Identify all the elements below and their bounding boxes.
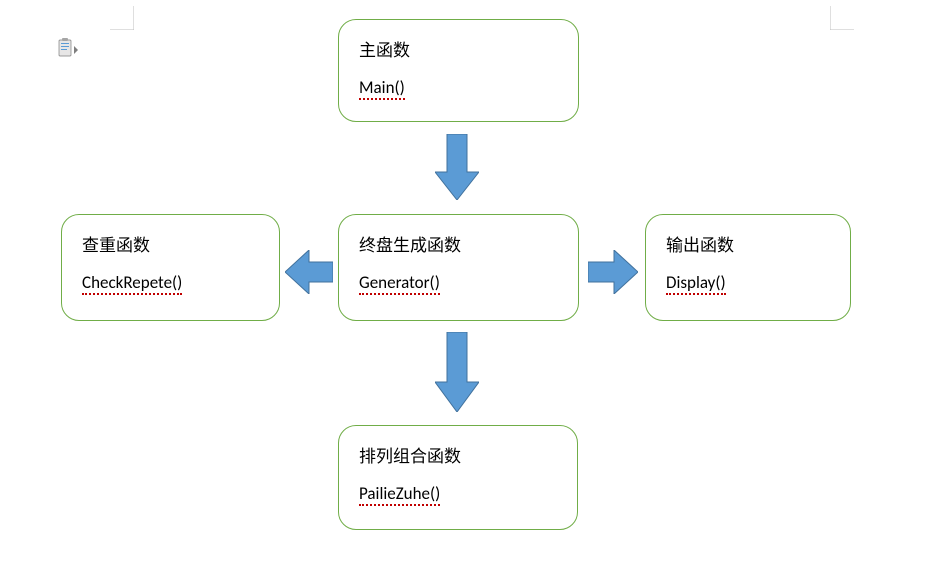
node-pailie: 排列组合函数 PailieZuhe() bbox=[338, 425, 578, 530]
node-check: 查重函数 CheckRepete() bbox=[61, 214, 280, 321]
node-main-func: Main() bbox=[359, 77, 405, 98]
arrow-generator-to-check bbox=[285, 250, 333, 294]
arrow-main-to-generator bbox=[435, 134, 479, 200]
node-display-func: Display() bbox=[666, 272, 726, 293]
node-generator: 终盘生成函数 Generator() bbox=[338, 214, 579, 321]
corner-mark-top-left bbox=[110, 6, 134, 30]
node-generator-func: Generator() bbox=[359, 272, 440, 293]
paste-options-icon[interactable] bbox=[58, 38, 74, 56]
node-check-func: CheckRepete() bbox=[82, 272, 182, 293]
node-main: 主函数 Main() bbox=[338, 19, 579, 122]
node-display: 输出函数 Display() bbox=[645, 214, 851, 321]
node-display-title: 输出函数 bbox=[666, 231, 830, 256]
arrow-generator-to-display bbox=[588, 250, 638, 294]
node-main-title: 主函数 bbox=[359, 36, 558, 61]
node-generator-title: 终盘生成函数 bbox=[359, 231, 558, 256]
node-check-title: 查重函数 bbox=[82, 231, 259, 256]
corner-mark-top-right bbox=[830, 6, 854, 30]
arrow-generator-to-pailie bbox=[435, 332, 479, 412]
node-pailie-title: 排列组合函数 bbox=[359, 442, 557, 467]
node-pailie-func: PailieZuhe() bbox=[359, 483, 440, 504]
